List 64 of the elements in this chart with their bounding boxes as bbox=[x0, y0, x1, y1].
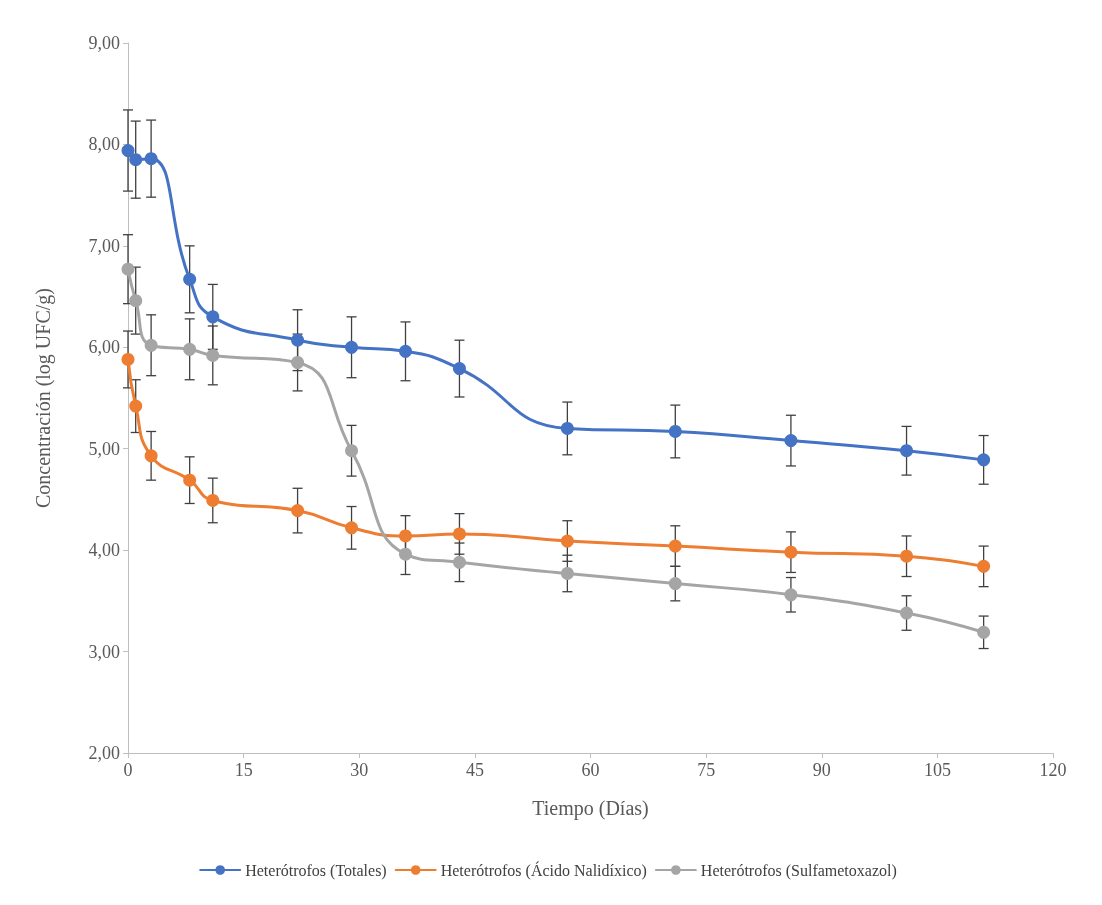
point bbox=[784, 588, 798, 602]
point bbox=[144, 338, 158, 352]
x-tick-label: 120 bbox=[1039, 760, 1067, 780]
x-tick-label: 45 bbox=[465, 760, 484, 780]
point bbox=[206, 348, 220, 362]
point bbox=[144, 152, 158, 166]
point bbox=[291, 333, 305, 347]
point bbox=[452, 555, 466, 569]
x-tick-label: 30 bbox=[350, 760, 369, 780]
point bbox=[399, 529, 412, 543]
y-tick-label: 4,00 bbox=[88, 540, 120, 561]
point bbox=[121, 352, 135, 366]
y-tick-label: 8,00 bbox=[88, 134, 120, 155]
point bbox=[900, 444, 914, 458]
point bbox=[345, 444, 359, 458]
x-tick-label: 90 bbox=[812, 760, 831, 780]
point bbox=[560, 534, 574, 548]
point bbox=[452, 362, 466, 376]
point bbox=[144, 449, 158, 463]
point bbox=[900, 549, 914, 563]
x-tick-label: 105 bbox=[923, 760, 951, 780]
point bbox=[977, 453, 991, 467]
point bbox=[129, 399, 143, 413]
point bbox=[560, 421, 574, 435]
y-tick-label: 3,00 bbox=[88, 641, 120, 662]
point bbox=[183, 272, 197, 286]
x-tick-label: 0 bbox=[123, 760, 133, 780]
x-axis-title: Tiempo (Días) bbox=[532, 797, 649, 820]
point bbox=[345, 340, 359, 354]
point bbox=[183, 473, 197, 487]
point bbox=[900, 606, 914, 620]
point bbox=[345, 521, 359, 535]
y-tick-label: 5,00 bbox=[88, 438, 120, 459]
point bbox=[121, 144, 135, 158]
y-tick-label: 6,00 bbox=[88, 337, 120, 358]
y-tick-label: 9,00 bbox=[88, 33, 120, 53]
point bbox=[452, 527, 466, 541]
point bbox=[784, 545, 798, 559]
point bbox=[291, 356, 305, 369]
x-tick-label: 15 bbox=[234, 760, 253, 780]
y-tick-label: 2,00 bbox=[88, 743, 120, 763]
x-tick-label: 60 bbox=[581, 760, 600, 780]
x-tick-label: 75 bbox=[697, 760, 716, 780]
legend-label: Heterótrofos (Totales) bbox=[245, 861, 387, 880]
point bbox=[668, 539, 682, 553]
point bbox=[206, 493, 220, 507]
point bbox=[399, 547, 412, 561]
legend-label: Heterótrofos (Sulfametoxazol) bbox=[700, 861, 897, 880]
point bbox=[206, 310, 220, 324]
point bbox=[977, 625, 991, 639]
legend-label: Heterótrofos (Ácido Nalidíxico) bbox=[440, 860, 647, 880]
point bbox=[183, 342, 197, 356]
point bbox=[668, 424, 682, 438]
point bbox=[129, 153, 143, 167]
point bbox=[291, 504, 305, 518]
point bbox=[560, 566, 574, 580]
point bbox=[784, 434, 798, 448]
y-axis-title: Concentración (log UFC/g) bbox=[32, 288, 55, 508]
point bbox=[399, 344, 412, 358]
point bbox=[121, 262, 135, 276]
point bbox=[129, 294, 143, 308]
point bbox=[977, 559, 991, 573]
point bbox=[668, 577, 682, 591]
y-tick-label: 7,00 bbox=[88, 235, 120, 256]
